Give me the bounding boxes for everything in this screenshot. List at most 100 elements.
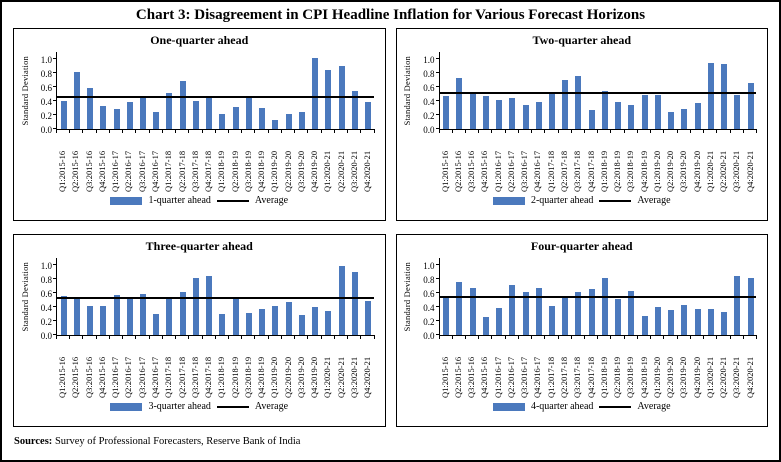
bar-Q1:2019-20	[654, 95, 661, 129]
bar-Q3:2020-21	[734, 95, 741, 129]
bar-Q3:2019-20	[298, 112, 305, 129]
legend-line-swatch	[216, 200, 249, 202]
y-tick-label: 0.6	[423, 82, 435, 93]
x-tick-label: Q3:2016-17	[519, 150, 530, 192]
x-tick-mark	[135, 130, 137, 133]
x-tick-mark	[438, 336, 440, 339]
x-tick-mark	[663, 130, 665, 133]
bar-Q2:2016-17	[509, 98, 516, 129]
bar-Q4:2018-19	[641, 316, 648, 335]
y-tick-mark	[53, 306, 57, 307]
x-tick-mark	[373, 130, 375, 133]
x-tick-mark	[478, 130, 480, 133]
x-tick-mark	[584, 130, 586, 133]
bar-Q4:2016-17	[153, 112, 160, 129]
legend-series-label: 2-quarter ahead	[530, 195, 594, 206]
x-tick-label: Q4:2020-21	[744, 356, 755, 398]
average-line	[439, 91, 756, 94]
legend-average-label: Average	[637, 195, 671, 206]
x-tick-mark	[307, 130, 309, 133]
plot-area	[53, 258, 375, 339]
x-tick-label: Q4:2015-16	[479, 356, 490, 398]
panel-two-quarter-ahead: Two-quarter ahead Standard Deviation 0.0…	[395, 28, 768, 221]
average-line	[439, 295, 756, 298]
panel-title: Two-quarter ahead	[532, 33, 632, 47]
y-tick-label: 0.2	[40, 316, 52, 327]
x-tick-mark	[729, 336, 731, 339]
x-tick-label: Q2:2017-18	[176, 150, 187, 192]
y-tick-label: 0.2	[423, 110, 435, 121]
x-tick-label: Q4:2016-17	[532, 356, 543, 398]
x-tick-label: Q4:2019-20	[691, 356, 702, 398]
x-tick-mark	[610, 336, 612, 339]
x-tick-label: Q4:2018-19	[638, 356, 649, 398]
legend-average-label: Average	[254, 195, 289, 206]
bar-Q2:2020-21	[721, 63, 728, 129]
x-tick-mark	[636, 130, 638, 133]
bar-Q2:2015-16	[456, 281, 463, 335]
x-tick-mark	[464, 336, 466, 339]
bar-Q3:2015-16	[469, 288, 476, 335]
x-tick-mark	[491, 336, 493, 339]
x-tick-mark	[636, 336, 638, 339]
bar-Q1:2020-21	[325, 69, 332, 129]
x-tick-label: Q4:2017-18	[585, 150, 596, 192]
legend-average-label: Average	[254, 401, 289, 412]
legend-series-label: 1-quarter ahead	[148, 195, 211, 206]
x-tick-label: Q3:2017-18	[189, 150, 200, 192]
legend: 3-quarter ahead Average	[14, 401, 385, 413]
bar-Q3:2018-19	[245, 312, 252, 335]
bar-Q1:2020-21	[325, 310, 332, 335]
y-tick-mark	[435, 278, 440, 279]
x-tick-label: Q3:2018-19	[625, 150, 636, 192]
y-axis: 0.0 0.2 0.4 0.6 0.8 1.0	[31, 52, 56, 134]
x-tick-label: Q4:2016-17	[149, 150, 160, 192]
legend: 1-quarter ahead Average	[14, 195, 385, 207]
x-tick-label: Q2:2017-18	[176, 356, 187, 398]
x-tick-mark	[703, 336, 705, 339]
x-tick-label: Q3:2020-21	[348, 356, 359, 398]
bar-Q3:2019-20	[681, 108, 688, 129]
x-tick-mark	[716, 336, 718, 339]
x-tick-label: Q3:2017-18	[572, 356, 583, 398]
y-tick-label: 0.8	[40, 274, 52, 285]
x-tick-label: Q4:2018-19	[256, 150, 267, 192]
bar-Q1:2015-16	[60, 101, 67, 129]
x-tick-label: Q2:2017-18	[559, 150, 570, 192]
bar-Q3:2015-16	[87, 306, 94, 335]
panels-grid: One-quarter ahead Standard Deviation 0.0…	[13, 28, 768, 427]
x-tick-mark	[650, 130, 652, 133]
x-tick-mark	[333, 336, 335, 339]
bar-Q1:2019-20	[272, 305, 279, 335]
x-tick-mark	[544, 336, 546, 339]
chart-area: Standard Deviation 0.0 0.2 0.4 0.6 0.8 1.0	[18, 52, 375, 134]
x-tick-label: Q1:2016-17	[110, 150, 121, 192]
y-tick-label: 0.0	[423, 330, 435, 341]
chart-area: Standard Deviation 0.0 0.2 0.4 0.6 0.8 1.0	[18, 258, 375, 340]
legend-series-label: 3-quarter ahead	[148, 401, 211, 412]
x-tick-label: Q2:2019-20	[665, 150, 676, 192]
bar-Q3:2017-18	[192, 277, 199, 335]
bar-series	[57, 258, 375, 335]
x-tick-label: Q1:2017-18	[545, 356, 556, 398]
x-tick-mark	[504, 336, 506, 339]
x-tick-label: Q4:2020-21	[362, 150, 373, 192]
x-tick-mark	[201, 130, 203, 133]
x-tick-label: Q4:2018-19	[256, 356, 267, 398]
x-tick-mark	[716, 130, 718, 133]
y-tick-label: 0.4	[40, 302, 52, 313]
y-tick-label: 0.8	[40, 68, 52, 79]
bar-Q2:2018-19	[232, 297, 239, 335]
bar-Q4:2020-21	[747, 82, 754, 129]
y-tick-mark	[53, 100, 57, 101]
x-tick-label: Q4:2019-20	[691, 150, 702, 192]
x-tick-label: Q2:2018-19	[229, 150, 240, 192]
x-tick-label: Q4:2017-18	[203, 356, 214, 398]
bar-Q4:2019-20	[694, 103, 701, 129]
x-tick-label: Q1:2017-18	[163, 150, 174, 192]
x-tick-mark	[742, 130, 744, 133]
bar-Q1:2017-18	[548, 92, 555, 129]
bar-Q4:2018-19	[259, 108, 266, 129]
x-tick-mark	[108, 130, 110, 133]
x-tick-label: Q1:2017-18	[163, 356, 174, 398]
